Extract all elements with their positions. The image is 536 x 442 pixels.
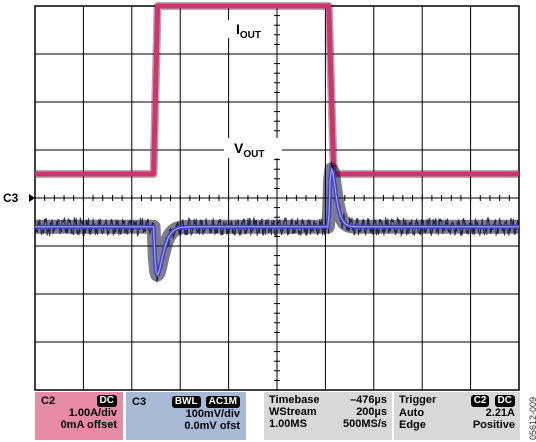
- trigger-label: Trigger: [399, 394, 437, 406]
- vout-label: VOUT: [224, 138, 282, 160]
- timebase-per-div: 200µs: [356, 406, 387, 418]
- trigger-mode: Auto: [399, 407, 425, 419]
- c3-coupling-badge: AC1M: [205, 396, 240, 408]
- trigger-slope: Positive: [472, 419, 515, 431]
- channel-c2-panel[interactable]: C2 DC 1.00A/div 0mA offset: [35, 392, 123, 440]
- trigger-panel[interactable]: Trigger C2 DC Auto 2.21A Edge Positive: [394, 392, 520, 440]
- vout-trace: [29, 161, 525, 283]
- c3-bwl-badge: BWL: [171, 396, 201, 408]
- graticule-grid: [29, 5, 520, 391]
- svg-text:VOUT: VOUT: [234, 140, 264, 160]
- timebase-label: Timebase: [269, 394, 320, 406]
- timebase-memory: 1.00MS: [269, 418, 307, 430]
- channel-c3-panel[interactable]: C3 BWL AC1M 100mV/div 0.0mV ofst: [126, 392, 246, 440]
- c2-coupling-badge: DC: [96, 395, 117, 407]
- figure-id: 05612-009: [528, 396, 536, 440]
- ground-marker-arrow: [29, 194, 35, 202]
- trigger-level: 2.21A: [485, 407, 515, 419]
- iout-trace: [35, 2, 519, 178]
- c3-offset: 0.0mV ofst: [184, 420, 240, 432]
- c2-name: C2: [41, 395, 56, 407]
- timebase-delay: –476µs: [350, 394, 387, 406]
- channel-ground-marker: C3: [3, 191, 19, 205]
- trigger-source-badge: C2: [470, 395, 490, 407]
- c2-offset: 0mA offset: [60, 419, 117, 431]
- timebase-panel[interactable]: Timebase –476µs WStream 200µs 1.00MS 500…: [264, 392, 392, 440]
- trigger-coupling-badge: DC: [494, 395, 515, 407]
- iout-line: [35, 3, 519, 177]
- c2-scale: 1.00A/div: [68, 407, 117, 419]
- trigger-type: Edge: [399, 419, 426, 431]
- c3-scale: 100mV/div: [185, 408, 240, 420]
- timebase-mode: WStream: [269, 406, 317, 418]
- c3-name: C3: [132, 395, 147, 408]
- svg-text:IOUT: IOUT: [236, 21, 261, 41]
- vout-highlight: [35, 167, 519, 276]
- timebase-sample-rate: 500MS/s: [342, 418, 387, 430]
- iout-label: IOUT: [222, 20, 266, 41]
